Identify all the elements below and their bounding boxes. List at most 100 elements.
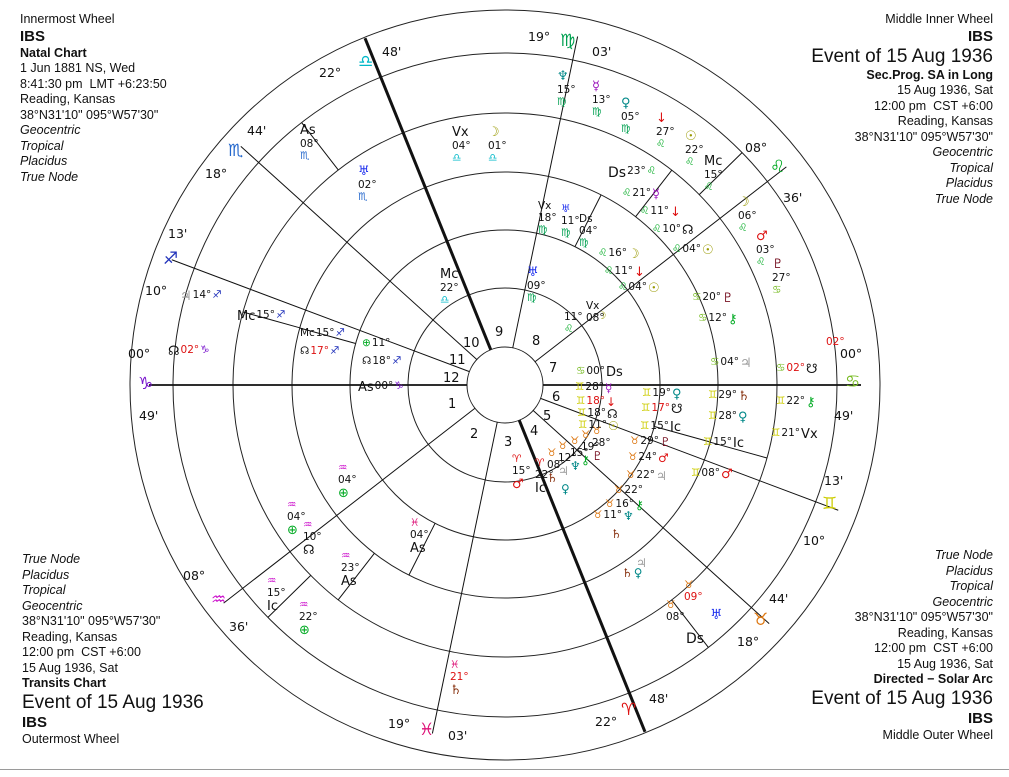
glyph-♉: ♉ [558, 440, 568, 452]
glyph-☉: ☉ [608, 419, 619, 433]
wheel-item: ♉ 16° ⚷ [605, 498, 644, 512]
glyph-♃: ♃ [656, 469, 667, 483]
house-number: 1 [448, 397, 457, 412]
house-number: 9 [495, 325, 504, 340]
degree-label: 12° [708, 312, 728, 324]
degree-label: 11° [650, 205, 670, 217]
glyph-Ds: Ds [686, 631, 705, 647]
degree-label: 21° [450, 671, 469, 684]
glyph-♉: ♉ [684, 579, 694, 591]
wheel-item: ♒ 15° Ic [267, 575, 286, 614]
glyph-♌: ♌ [598, 247, 608, 259]
info-line: True Node [20, 169, 79, 184]
glyph-As: As [410, 541, 426, 557]
info-line: 38°N31'10" 095°W57'30" [22, 614, 161, 628]
degree-label: 15° [267, 587, 286, 600]
glyph-♊: ♊ [771, 427, 781, 439]
info-line: 15 Aug 1936, Sat [22, 660, 118, 675]
glyph-♊: ♊ [576, 395, 586, 407]
degree-label: 21° [632, 187, 652, 199]
cusp-degree-label: 48' [382, 44, 402, 59]
wheel-item: ♋ 02° ☋ [776, 362, 818, 377]
wheel-item: ☉ 22° ♌ [685, 130, 704, 168]
info-line: 12:00 pm CST +6:00 [874, 98, 993, 113]
wheel-item: ♋ 20° ♇ [692, 291, 734, 306]
wheel-item: ♄ ♀ [622, 567, 643, 580]
glyph-♅: ♅ [561, 203, 571, 215]
glyph-♒: ♒ [338, 462, 348, 474]
wheel-item: Vx 04° ♎ [452, 126, 471, 164]
degree-label: 04° [287, 511, 306, 524]
glyph-☊: ☊ [168, 344, 180, 359]
degree-label: 15° [256, 309, 275, 321]
glyph-♌: ♌ [672, 243, 682, 255]
info-line: IBS [20, 27, 46, 45]
degree-label: 22° [535, 469, 554, 482]
glyph-♍: ♍ [592, 105, 602, 118]
glyph-♊: ♊ [708, 389, 718, 401]
glyph-♆: ♆ [570, 459, 581, 474]
glyph-♃: ♃ [558, 464, 569, 479]
info-line: Placidus [22, 567, 70, 582]
degree-label: 17° [651, 402, 671, 414]
cusp-degree-label: 13' [824, 473, 844, 488]
info-line: Geocentric [932, 145, 993, 159]
info-line: Directed − Solar Arc [873, 672, 993, 686]
degree-label: 15° [713, 436, 733, 448]
wheel-item: ♊ 18° ☊ [577, 407, 618, 421]
degree-label: 08° [586, 312, 605, 325]
wheel-item: ♉ 22° [614, 484, 643, 496]
wheel-item: ♉ 08° [666, 599, 685, 623]
glyph-♅: ♅ [710, 607, 723, 623]
degree-label: 14° [192, 289, 212, 301]
degree-label: 04° [452, 139, 471, 152]
wheel-item: As 08° ♏ [300, 124, 319, 162]
wheel-item: ♌ 21° ☿ [622, 187, 660, 202]
wheel-item: ♋ 12° ⚷ [698, 312, 738, 327]
glyph-Ic: Ic [535, 481, 546, 497]
glyph-♊: ♊ [641, 402, 651, 414]
glyph-♇: ♇ [772, 257, 784, 272]
glyph-♀: ♀ [621, 96, 631, 111]
wheel-item: ♉ 24° ♂ [628, 451, 669, 465]
info-block-bottom-left: True Node Placidus Tropical Geocentric 38°N3… [22, 552, 204, 747]
cusp-sign-glyph: ♑ [138, 374, 154, 394]
glyph-☽: ☽ [488, 125, 500, 140]
info-line: Innermost Wheel [20, 12, 115, 26]
house-number: 6 [552, 390, 561, 405]
wheel-item: ☽ [597, 310, 606, 322]
glyph-♋: ♋ [710, 356, 720, 368]
degree-label: 09° [527, 279, 546, 292]
wheel-item: Ds 23° ♌ [608, 165, 656, 181]
cusp-sign-glyph: ♍ [560, 31, 576, 51]
degree-label: 21° [781, 427, 801, 439]
wheel-item: ☽ 01° ♎ [488, 126, 507, 164]
glyph-Vx: Vx [586, 300, 600, 312]
degree-label: 05° [621, 110, 640, 123]
wheel-item: ♈ 15° ♂ [512, 453, 531, 492]
wheel-item: ↓ 27° ♌ [656, 112, 675, 150]
cusp-degree-label: 19° [528, 29, 551, 44]
glyph-♉: ♉ [605, 498, 615, 510]
degree-label: 27° [656, 125, 675, 138]
degree-label: 15° [650, 420, 670, 432]
cusp-degree-label: 44' [769, 591, 789, 606]
glyph-♇: ♇ [722, 291, 734, 306]
info-line: Tropical [949, 160, 993, 175]
degree-label: 04° [338, 474, 357, 487]
wheel-item: Mc 15° ♐ [300, 327, 345, 339]
degree-label: 02° [826, 336, 845, 348]
glyph-↓: ↓ [606, 395, 617, 409]
degree-label: 15° [704, 168, 723, 181]
wheel-item: Ds [686, 632, 704, 647]
glyph-♌: ♌ [685, 155, 695, 168]
wheel-item: ♉ 28° ♇ [592, 425, 611, 463]
wheel-item: ♒ 22° ⊕ [299, 599, 318, 638]
degree-label: 11° [603, 509, 623, 521]
wheel-item: ♌ 16° ☽ [598, 247, 640, 262]
degree-label: 08° [300, 137, 319, 150]
info-line: True Node [934, 191, 993, 206]
info-line: Natal Chart [20, 45, 87, 60]
wheel-item: ♊ 15° Ic [703, 436, 744, 451]
glyph-♌: ♌ [618, 281, 628, 293]
